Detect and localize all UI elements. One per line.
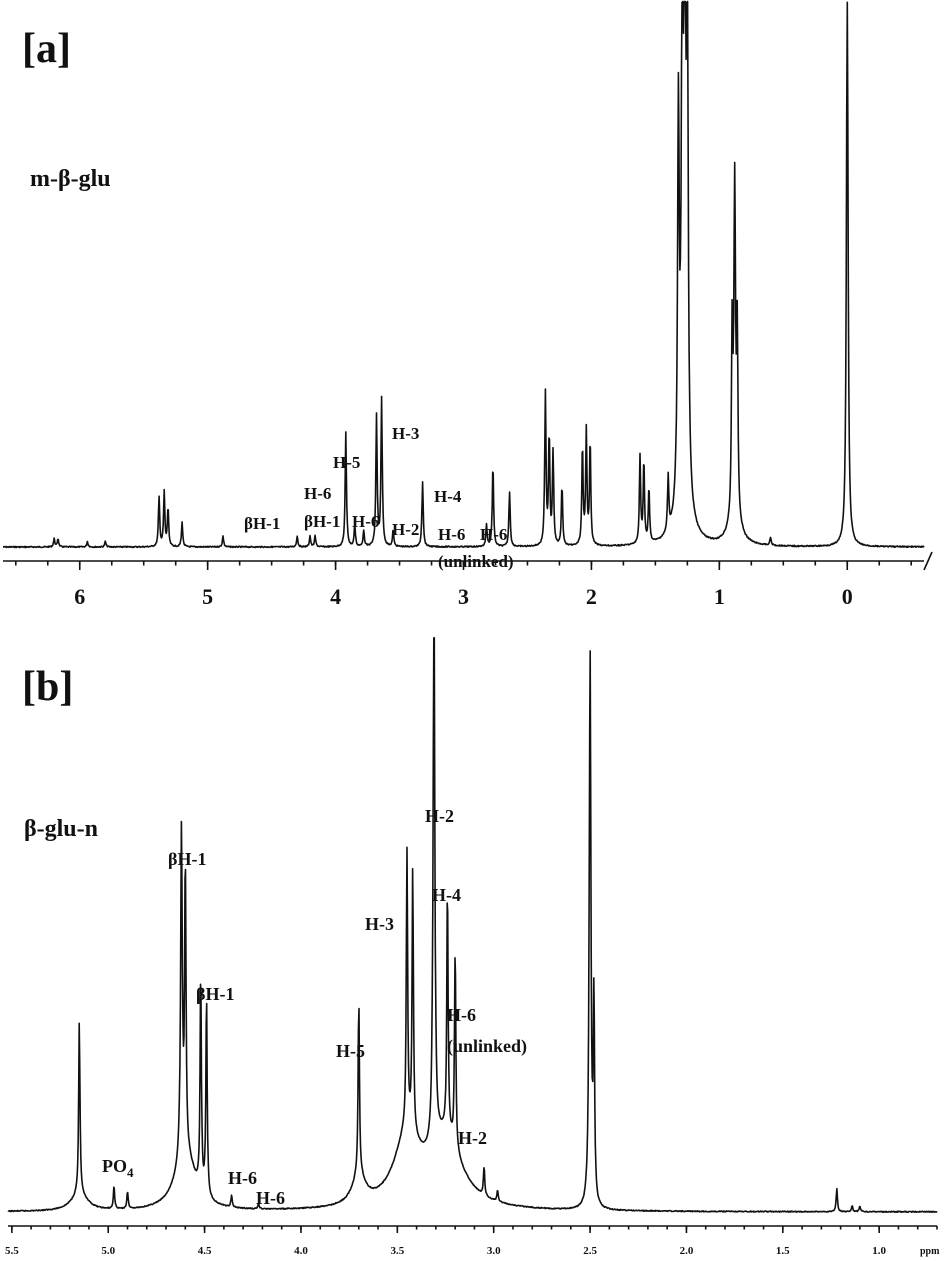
- panel-b-ticks: 5.5 5.0 4.5 4.0 3.5 3.0 2.5 2.0 1.5 1.0 ppm: [5, 1226, 940, 1257]
- annotation-a-h6-a: H-6: [438, 525, 465, 544]
- annotation-a-h6-upper: H-6: [304, 484, 331, 503]
- x-tick-label: 5: [202, 584, 213, 609]
- annotation-b-h6-lower: H-6: [256, 1188, 285, 1208]
- annotation-a-h5: H-5: [333, 453, 360, 472]
- panel-a: [a] m-β-glu 6 5 4 3 2 1 0 βH-1 H-6 βH-1 H-5 H-…: [2, 0, 933, 609]
- annotation-b-h5: H-5: [336, 1041, 365, 1061]
- annotation-b-h4: H-4: [432, 885, 461, 905]
- annotation-b-h2-lower: H-2: [458, 1128, 487, 1148]
- annotation-b-h6: H-6: [447, 1005, 476, 1025]
- x-tick-label: 2.0: [680, 1245, 694, 1257]
- panel-a-axis-break: [923, 551, 933, 571]
- x-unit-label: ppm: [920, 1246, 940, 1257]
- annotation-a-h4: H-4: [434, 487, 462, 506]
- x-tick-label: 4.0: [294, 1245, 308, 1257]
- x-tick-label: 2.5: [583, 1245, 597, 1257]
- annotation-a-h3: H-3: [392, 424, 419, 443]
- annotation-a-h2: H-2: [392, 520, 419, 539]
- spectrum-b-trace: [7, 637, 938, 1214]
- annotation-b-po4: PO4: [102, 1156, 134, 1180]
- panel-a-label: [a]: [22, 26, 71, 72]
- x-tick-label: 1.0: [872, 1245, 886, 1257]
- annotation-b-h2-upper: H-2: [425, 806, 454, 826]
- x-tick-label: 3: [458, 584, 469, 609]
- annotation-b-bh1-upper: βH-1: [168, 849, 206, 869]
- panel-a-title: m-β-glu: [30, 166, 111, 192]
- x-tick-label: 1: [714, 584, 725, 609]
- spectrum-a-trace: [2, 0, 925, 549]
- x-tick-label: 6: [74, 584, 85, 609]
- panel-a-annotations: βH-1 H-6 βH-1 H-5 H-6 H-3 H-2 H-4 H-6 H-…: [244, 424, 514, 571]
- x-tick-label: 2: [586, 584, 597, 609]
- x-tick-label: 3.5: [390, 1245, 404, 1257]
- annotation-a-bh1: βH-1: [244, 514, 280, 533]
- panel-b: [b] β-glu-n 5.5 5.0 4.5 4.0 3.5 3.0 2.5 2.0 1.5 1…: [5, 637, 940, 1257]
- annotation-a-bh1-second: βH-1: [304, 512, 340, 531]
- annotation-b-h3: H-3: [365, 914, 394, 934]
- x-tick-label: 3.0: [487, 1245, 501, 1257]
- annotation-a-unlinked: (unlinked): [438, 552, 514, 571]
- x-tick-label: 4: [330, 584, 341, 609]
- panel-b-label: [b]: [22, 664, 73, 710]
- panel-b-title: β-glu-n: [24, 816, 98, 842]
- x-tick-label: 4.5: [198, 1245, 212, 1257]
- annotation-b-h6-upper: H-6: [228, 1168, 257, 1188]
- annotation-a-h6-b: H-6: [480, 525, 507, 544]
- x-tick-label: 5.5: [5, 1245, 19, 1257]
- annotation-b-bh1-lower: βH-1: [196, 984, 234, 1004]
- x-tick-label: 1.5: [776, 1245, 790, 1257]
- x-tick-label: 5.0: [101, 1245, 115, 1257]
- panel-b-annotations: βH-1 βH-1 PO4 H-6 H-6 H-5 H-3 H-2 H-4 H-…: [102, 806, 527, 1208]
- panel-a-ticks: 6 5 4 3 2 1 0: [14, 561, 913, 609]
- x-tick-label: 0: [842, 584, 853, 609]
- annotation-a-h6-lower: H-6: [352, 512, 379, 531]
- annotation-b-unlinked: (unlinked): [447, 1036, 527, 1057]
